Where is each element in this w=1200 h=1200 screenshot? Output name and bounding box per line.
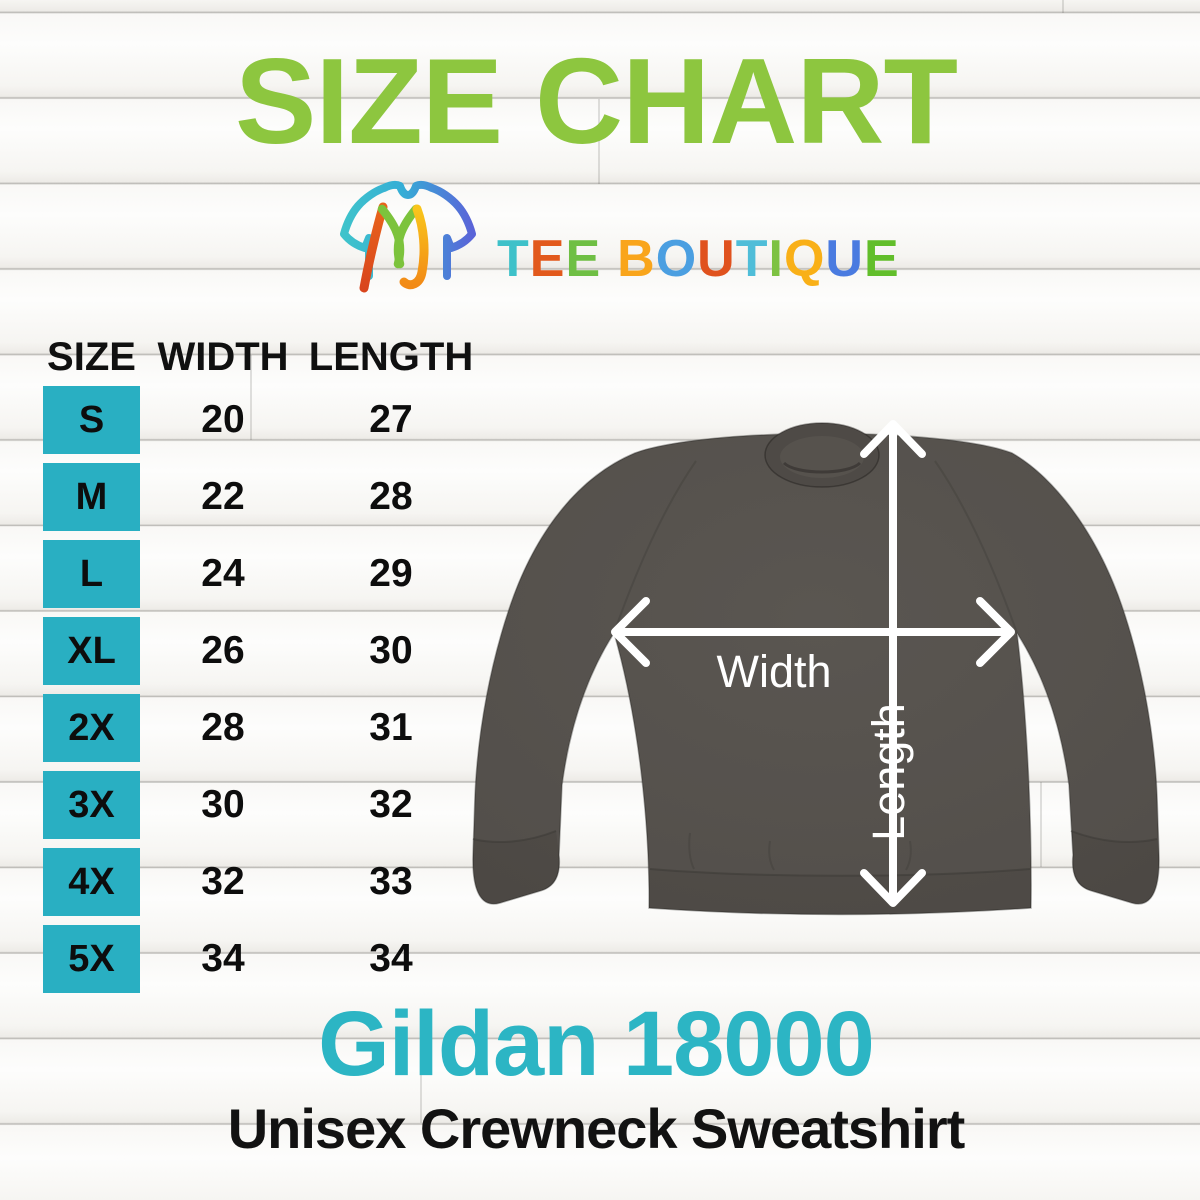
width-cell: 22 <box>201 475 245 518</box>
cuff-seams <box>472 830 1158 843</box>
width-arrow-label: Width <box>716 646 831 697</box>
length-cell: 33 <box>369 860 413 903</box>
brand-letter: E <box>529 230 566 288</box>
length-cell: 34 <box>369 937 413 980</box>
width-arrow <box>611 597 1015 667</box>
product-description: Unisex Crewneck Sweatshirt <box>227 1097 966 1160</box>
size-cell: M <box>43 463 140 531</box>
width-cell: 28 <box>201 706 245 749</box>
length-cell: 32 <box>369 783 413 826</box>
brand-letter: T <box>497 230 530 288</box>
tshirt-logo-icon <box>340 180 476 293</box>
wood-plank-seam <box>1040 782 1042 867</box>
length-cell: 31 <box>369 706 413 749</box>
left-cuff <box>472 831 560 904</box>
product-name: Gildan 18000 <box>318 993 875 1095</box>
seam-lines <box>613 460 1018 871</box>
brand-letter: B <box>617 230 656 288</box>
size-table: SIZE WIDTH LENGTH S 20 27 M 22 28 L 24 2… <box>43 334 476 993</box>
collar-inner <box>780 436 864 478</box>
width-cell: 24 <box>201 552 245 595</box>
waistband-seam <box>649 868 1031 877</box>
column-header-length: LENGTH <box>308 334 474 379</box>
column-header-width: WIDTH <box>157 334 289 379</box>
brand-letter: E <box>863 230 900 288</box>
sweatshirt-body <box>472 432 1160 916</box>
length-cell: 29 <box>369 552 413 595</box>
brand-letter: I <box>768 230 784 288</box>
wood-plank-seam <box>598 99 600 184</box>
brand-letter: U <box>697 230 736 288</box>
column-header-size: SIZE <box>47 334 136 379</box>
wood-plank-seam <box>420 1038 422 1123</box>
right-cuff <box>1071 831 1160 904</box>
wood-plank-seam <box>250 355 252 440</box>
width-cell: 26 <box>201 629 245 672</box>
length-cell: 27 <box>369 398 413 441</box>
sweatshirt-diagram: Width Length <box>472 420 1160 916</box>
brand-letter: U <box>825 230 864 288</box>
size-cell: S <box>43 386 140 454</box>
width-cell: 20 <box>201 398 245 441</box>
length-cell: 28 <box>369 475 413 518</box>
width-cell: 30 <box>201 783 245 826</box>
size-cell: 3X <box>43 771 140 839</box>
page-title: SIZE CHART <box>235 33 958 169</box>
brand-letter: T <box>735 230 769 288</box>
width-cell: 32 <box>201 860 245 903</box>
width-cell: 34 <box>201 937 245 980</box>
wood-plank-seam <box>1062 0 1064 13</box>
waistband <box>649 869 1031 915</box>
brand-letter: E <box>565 230 602 288</box>
size-cell: XL <box>43 617 140 685</box>
length-arrow <box>860 420 926 907</box>
brand-name: TEE BOUTIQUE <box>497 233 900 285</box>
size-cell: L <box>43 540 140 608</box>
size-cell: 4X <box>43 848 140 916</box>
brand-letter: O <box>655 230 698 288</box>
length-arrow-label: Length <box>863 703 914 841</box>
size-cell: 2X <box>43 694 140 762</box>
size-cell: 5X <box>43 925 140 993</box>
collar-shadow <box>782 461 862 474</box>
length-cell: 30 <box>369 629 413 672</box>
brand-letter: Q <box>783 230 826 288</box>
